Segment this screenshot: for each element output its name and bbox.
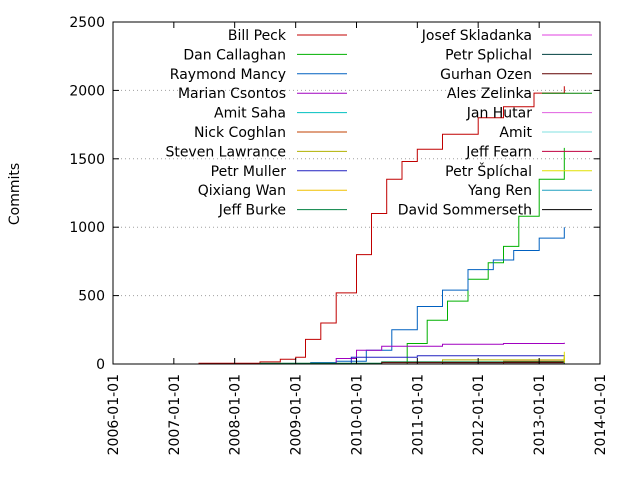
- legend-label: Steven Lawrance: [165, 144, 286, 160]
- legend-label: Nick Coghlan: [194, 125, 286, 141]
- legend-label: Raymond Mancy: [170, 67, 286, 83]
- legend-label: Marian Csontos: [178, 86, 286, 102]
- legend-label: Gurhan Ozen: [440, 67, 532, 83]
- x-tick-label: 2012-01-01: [471, 374, 487, 455]
- legend-label: Qixiang Wan: [198, 183, 286, 199]
- legend-label: Amit Saha: [214, 106, 286, 122]
- y-tick-labels: 0 500 1000 1500 2000 2500: [69, 15, 105, 373]
- legend-label: Petr Šplíchal: [445, 162, 532, 180]
- y-tick-label: 500: [78, 289, 105, 305]
- y-tick-label: 1000: [69, 220, 105, 236]
- x-tick-label: 2010-01-01: [350, 374, 366, 455]
- legend-label: Yang Ren: [467, 183, 532, 199]
- x-tick-label: 2008-01-01: [228, 374, 244, 455]
- series-line: [325, 342, 565, 365]
- x-tick-label: 2006-01-01: [106, 374, 122, 455]
- x-tick-label: 2009-01-01: [289, 374, 305, 455]
- legend-label: Jeff Burke: [218, 203, 286, 219]
- x-tick-label: 2014-01-01: [593, 374, 609, 455]
- legend: Bill Peck Dan Callaghan Raymond Mancy Maria…: [165, 28, 592, 219]
- legend-label: Josef Skladanka: [421, 28, 532, 44]
- legend-label: David Sommerseth: [398, 203, 532, 219]
- legend-label: Ales Zelinka: [447, 86, 532, 102]
- x-tick-label: 2007-01-01: [167, 374, 183, 455]
- y-tick-label: 2500: [69, 15, 105, 31]
- x-tick-labels: 2006-01-01 2007-01-01 2008-01-01 2009-01-01…: [106, 374, 609, 455]
- y-tick-label: 2000: [69, 83, 105, 99]
- legend-label: Amit: [499, 125, 532, 141]
- y-tick-label: 0: [96, 357, 105, 373]
- y-tick-label: 1500: [69, 152, 105, 168]
- legend-label: Dan Callaghan: [183, 47, 286, 63]
- x-tick-label: 2011-01-01: [410, 374, 426, 455]
- x-tick-label: 2013-01-01: [532, 374, 548, 455]
- series-line: [133, 86, 565, 365]
- legend-label: Jeff Fearn: [465, 144, 532, 160]
- y-axis-title: Commits: [7, 163, 23, 225]
- legend-label: Petr Muller: [211, 164, 287, 180]
- legend-label: Jan Hutar: [466, 106, 533, 122]
- series-line: [397, 147, 565, 365]
- legend-label: Petr Splichal: [445, 47, 532, 63]
- axis-ticks: [112, 21, 601, 365]
- legend-label: Bill Peck: [228, 28, 287, 44]
